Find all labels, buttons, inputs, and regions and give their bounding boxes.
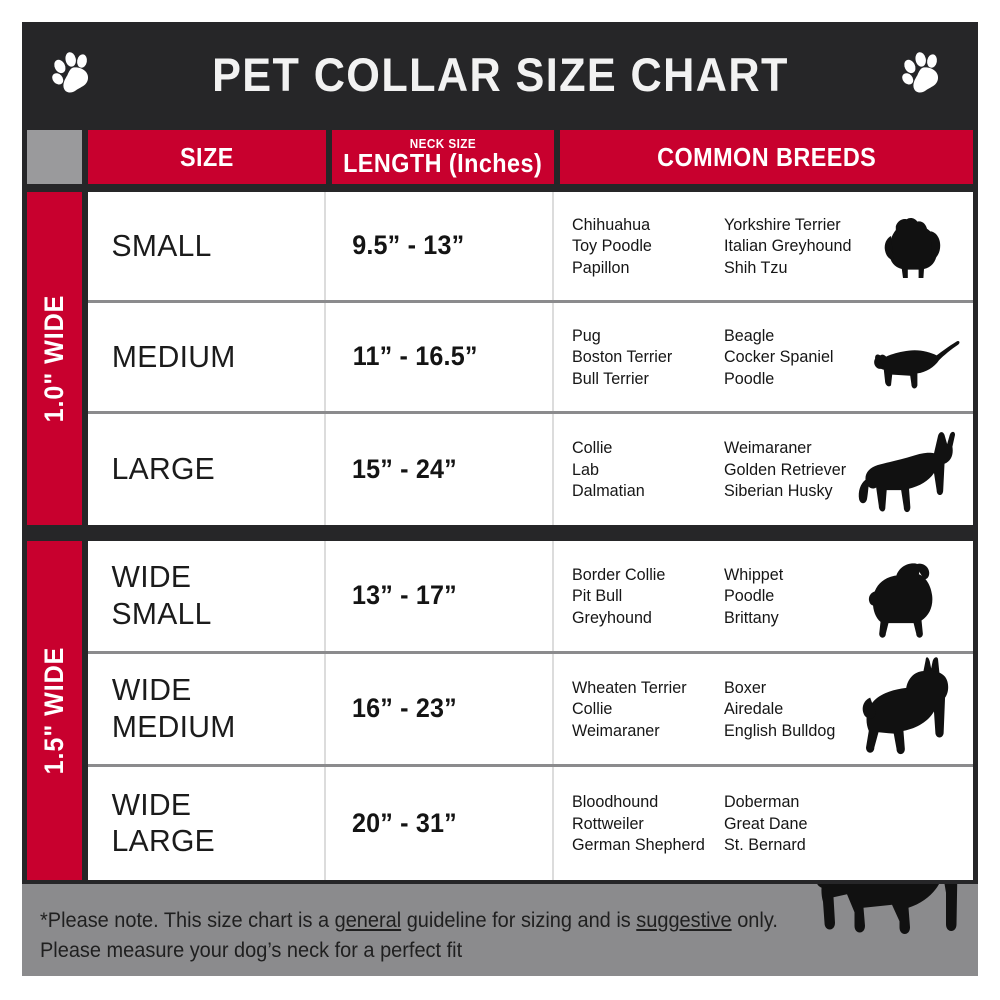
- cell-breeds: Chihuahua Toy Poodle Papillon Yorkshire …: [554, 192, 973, 300]
- footer-underline-general: general: [334, 909, 402, 932]
- paw-print-icon-left: [48, 46, 102, 102]
- footer-line1-part-c: only.: [731, 909, 778, 932]
- group-label-text: 1.5" WIDE: [39, 646, 69, 775]
- length-value: 15” - 24”: [351, 453, 457, 484]
- cell-length: 11” - 16.5”: [326, 302, 554, 411]
- table-row[interactable]: WIDE MEDIUM 16” - 23” Wheaten Terrier Co…: [88, 653, 973, 767]
- length-value: 13” - 17”: [351, 580, 457, 611]
- footer-line2: Please measure your dog’s neck for a per…: [40, 938, 463, 962]
- group-label-1-0-wide: 1.0" WIDE: [27, 192, 82, 525]
- size-chart-table: SIZE NECK SIZE LENGTH (Inches) COMMON BR…: [22, 126, 978, 884]
- pitbull-silhouette-icon: [851, 656, 967, 760]
- table-row[interactable]: WIDE SMALL 13” - 17” Border Collie Pit B…: [88, 541, 973, 654]
- page-title: PET COLLAR SIZE CHART: [211, 47, 789, 101]
- cell-size: SMALL: [88, 192, 326, 300]
- breed-list-col2: Boxer Airedale English Bulldog: [724, 677, 836, 740]
- cell-breeds: Pug Boston Terrier Bull Terrier Beagle C…: [554, 303, 973, 411]
- size-label: WIDE MEDIUM: [111, 672, 236, 744]
- breed-list-col2: Whippet Poodle Brittany: [724, 564, 784, 627]
- table-row[interactable]: WIDE LARGE 20” - 31” Bloodhound Rottweil…: [88, 766, 973, 880]
- length-value: 9.5” - 13”: [352, 230, 465, 261]
- bulldog-silhouette-icon: [853, 557, 957, 643]
- column-header-length: NECK SIZE LENGTH (Inches): [332, 130, 554, 184]
- cell-length: 16” - 23”: [326, 653, 554, 764]
- breed-list-col1: Bloodhound Rottweiler German Shepherd: [572, 792, 705, 855]
- size-chart-sheet: PET COLLAR SIZE CHART SIZE: [22, 22, 978, 976]
- paw-print-icon-right: [898, 46, 952, 102]
- size-label: WIDE LARGE: [111, 786, 216, 859]
- cell-length: 9.5” - 13”: [326, 192, 554, 300]
- cell-breeds: Collie Lab Dalmatian Weimaraner Golden R…: [554, 414, 973, 525]
- cell-breeds: Wheaten Terrier Collie Weimaraner Boxer …: [554, 654, 973, 764]
- size-group-1-0-wide: 1.0" WIDE SMALL 9.5” - 13” Chihuahua Toy…: [22, 188, 978, 529]
- table-row[interactable]: LARGE 15” - 24” Collie Lab Dalmatian Wei…: [88, 413, 973, 525]
- corner-cell: [27, 130, 82, 184]
- column-header-length-sublabel: NECK SIZE: [409, 136, 477, 152]
- group-label-1-5-wide: 1.5" WIDE: [27, 541, 82, 880]
- column-header-size: SIZE: [88, 130, 326, 184]
- chart-header: PET COLLAR SIZE CHART: [22, 22, 978, 126]
- footer-note-text: *Please note. This size chart is a gener…: [40, 906, 912, 966]
- size-label: LARGE: [111, 451, 216, 487]
- breed-list-col1: Collie Lab Dalmatian: [572, 438, 645, 501]
- column-header-size-label: SIZE: [180, 141, 234, 172]
- cell-breeds: Border Collie Pit Bull Greyhound Whippet…: [554, 541, 973, 651]
- breed-list-col2: Doberman Great Dane St. Bernard: [724, 792, 808, 855]
- table-row[interactable]: SMALL 9.5” - 13” Chihuahua Toy Poodle Pa…: [88, 192, 973, 303]
- long-body-dog-silhouette-icon: [867, 329, 963, 395]
- column-header-length-label: LENGTH (Inches): [343, 148, 543, 179]
- size-label: SMALL: [111, 227, 212, 263]
- shepherd-dog-silhouette-icon: [855, 427, 967, 519]
- footer-line1-part-a: *Please note. This size chart is a: [40, 909, 335, 932]
- length-value: 11” - 16.5”: [352, 341, 478, 372]
- cell-length: 13” - 17”: [326, 541, 554, 651]
- table-row[interactable]: MEDIUM 11” - 16.5” Pug Boston Terrier Bu…: [88, 302, 973, 414]
- group-rows: SMALL 9.5” - 13” Chihuahua Toy Poodle Pa…: [88, 192, 973, 525]
- cell-size: WIDE LARGE: [88, 766, 326, 880]
- doberman-silhouette-icon: [814, 884, 964, 959]
- breed-list-col2: Weimaraner Golden Retriever Siberian Hus…: [724, 438, 847, 501]
- size-label: MEDIUM: [111, 338, 236, 374]
- breed-list-col2: Beagle Cocker Spaniel Poodle: [724, 325, 834, 388]
- breed-list-col1: Pug Boston Terrier Bull Terrier: [572, 325, 673, 388]
- cell-length: 20” - 31”: [326, 766, 554, 880]
- size-group-1-5-wide: 1.5" WIDE WIDE SMALL 13” - 17” Border Co…: [22, 537, 978, 884]
- cell-size: LARGE: [88, 413, 326, 525]
- cell-length: 15” - 24”: [326, 413, 554, 525]
- length-value: 20” - 31”: [351, 807, 457, 838]
- breed-list-col1: Wheaten Terrier Collie Weimaraner: [572, 677, 687, 740]
- cell-breeds: Bloodhound Rottweiler German Shepherd Do…: [554, 767, 973, 880]
- breed-list-col1: Border Collie Pit Bull Greyhound: [572, 564, 666, 627]
- breed-list-col2: Yorkshire Terrier Italian Greyhound Shih…: [724, 214, 852, 277]
- cell-size: MEDIUM: [88, 302, 326, 411]
- chart-footer-note: *Please note. This size chart is a gener…: [22, 884, 978, 976]
- table-column-headers: SIZE NECK SIZE LENGTH (Inches) COMMON BR…: [22, 126, 978, 188]
- cell-size: WIDE SMALL: [88, 541, 326, 651]
- small-fluffy-dog-silhouette-icon: [873, 212, 951, 284]
- footer-line1-part-b: guideline for sizing and is: [401, 909, 637, 932]
- cell-size: WIDE MEDIUM: [88, 653, 326, 764]
- length-value: 16” - 23”: [351, 693, 457, 724]
- column-header-breeds-label: COMMON BREEDS: [656, 141, 877, 172]
- column-header-breeds: COMMON BREEDS: [560, 130, 973, 184]
- group-rows: WIDE SMALL 13” - 17” Border Collie Pit B…: [88, 541, 973, 880]
- footer-underline-suggestive: suggestive: [636, 909, 732, 932]
- size-label: WIDE SMALL: [111, 559, 212, 631]
- group-label-text: 1.0" WIDE: [39, 294, 69, 423]
- breed-list-col1: Chihuahua Toy Poodle Papillon: [572, 214, 652, 277]
